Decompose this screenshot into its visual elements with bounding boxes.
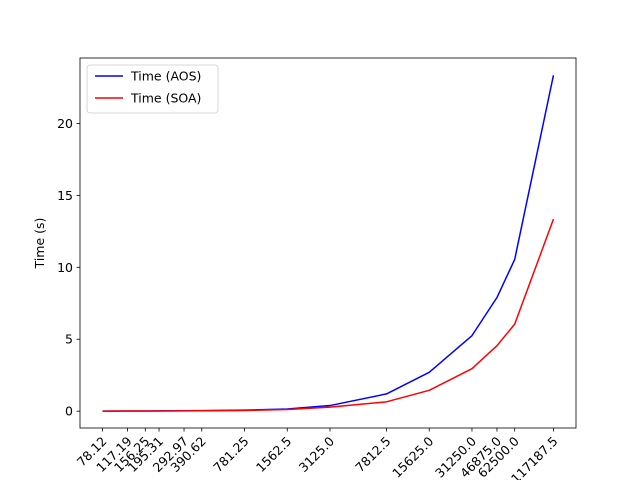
y-tick-label: 5 [65,332,73,347]
y-tick-label: 20 [57,116,73,131]
plot-frame [79,57,577,429]
series-line-soa [102,218,555,412]
legend: Time (AOS) Time (SOA) [86,64,219,114]
plot-content [102,75,555,412]
x-tick-label: 7812.5 [352,434,394,476]
legend-label: Time (AOS) [130,69,201,84]
x-tick-label: 1562.5 [253,434,295,476]
y-tick-label: 0 [65,404,73,419]
x-tick-label: 15625.0 [389,433,436,480]
y-axis-label: Time (s) [32,218,47,270]
series-line-aos [102,75,555,412]
y-axis: 0 5 10 15 20 [57,116,80,419]
legend-label: Time (SOA) [130,91,201,106]
y-tick-label: 15 [57,188,73,203]
x-tick-label: 3125.0 [296,433,338,475]
legend-box [86,64,219,114]
y-tick-label: 10 [57,260,73,275]
x-tick-label: 781.25 [210,434,252,476]
